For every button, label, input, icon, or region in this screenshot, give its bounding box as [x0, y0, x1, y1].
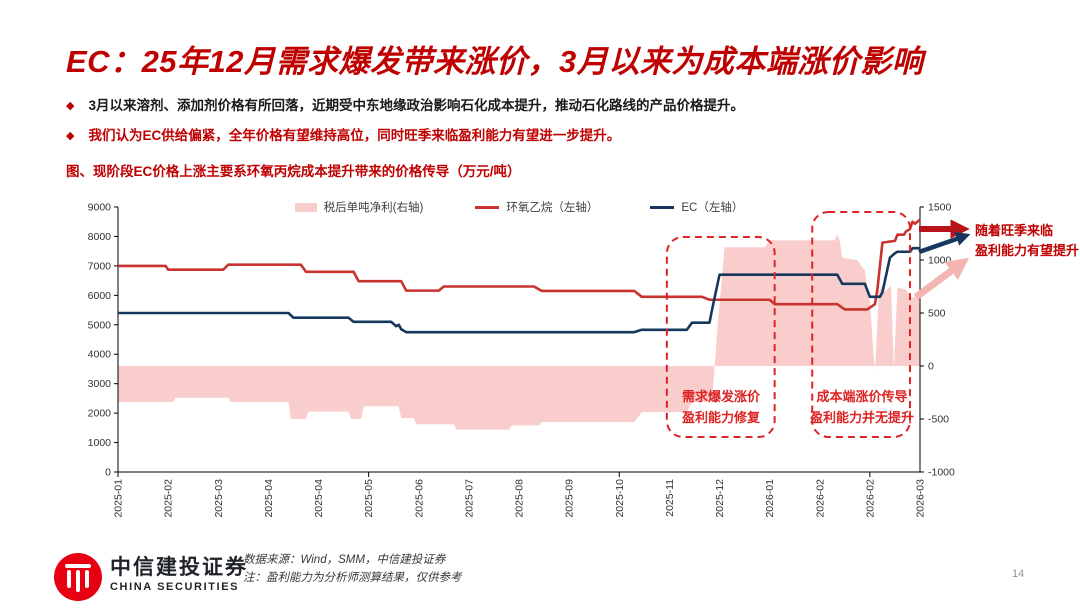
- right-axis-tick-label: 1500: [928, 202, 952, 214]
- data-source-note: 数据来源：Wind，SMM，中信建投证券 注：盈利能力为分析师测算结果，仅供参考: [243, 551, 462, 587]
- annotation-box-2: [811, 211, 911, 438]
- x-axis-tick-label: 2025-02: [163, 479, 175, 518]
- bullet-item: ◆ 我们认为EC供给偏紧，全年价格有望维持高位，同时旺季来临盈利能力有望进一步提…: [66, 127, 744, 145]
- left-axis-tick-label: 5000: [88, 319, 112, 331]
- legend-label: 税后单吨净利(右轴): [323, 202, 424, 214]
- bullet-list: ◆ 3月以来溶剂、添加剂价格有所回落，近期受中东地缘政治影响石化成本提升，推动石…: [66, 97, 744, 157]
- line-swatch-icon: [475, 205, 500, 209]
- line-swatch-icon: [650, 205, 675, 209]
- left-axis-tick-label: 1000: [88, 437, 112, 449]
- blue-arrow: [918, 232, 971, 255]
- left-axis-tick-label: 7000: [88, 260, 112, 272]
- chart-legend: 税后单吨净利(右轴) 环氧乙烷（左轴） EC（左轴）: [118, 199, 920, 215]
- legend-item-eo: 环氧乙烷（左轴）: [475, 199, 598, 215]
- x-axis-tick-label: 2025-03: [213, 479, 225, 518]
- left-axis-tick-label: 3000: [88, 378, 112, 390]
- company-name-cn: 中信建投证券: [110, 556, 248, 579]
- bullet-item: ◆ 3月以来溶剂、添加剂价格有所回落，近期受中东地缘政治影响石化成本提升，推动石…: [66, 97, 744, 115]
- page-number: 14: [1012, 568, 1025, 580]
- left-axis-tick-label: 2000: [88, 408, 112, 420]
- right-axis-tick-label: 0: [928, 361, 934, 373]
- right-axis-tick-label: -1000: [928, 467, 955, 479]
- series-line-0: [118, 218, 921, 311]
- x-axis-tick-label: 2025-05: [363, 479, 375, 518]
- right-axis-tick-label: 1000: [928, 255, 952, 267]
- x-axis-tick-label: 2025-07: [463, 479, 475, 518]
- x-axis-tick-label: 2026-02: [814, 479, 826, 518]
- bullet-text: 我们认为EC供给偏紧，全年价格有望维持高位，同时旺季来临盈利能力有望进一步提升。: [88, 128, 621, 143]
- x-axis-tick-label: 2026-02: [864, 479, 876, 518]
- profit-area: [118, 234, 920, 430]
- source-line: 数据来源：Wind，SMM，中信建投证券: [243, 554, 446, 566]
- company-name: 中信建投证券 CHINA SECURITIES: [110, 556, 248, 594]
- annotation-box-1: [665, 236, 776, 438]
- x-axis-tick-label: 2025-04: [263, 479, 275, 518]
- left-axis-tick-label: 6000: [88, 290, 112, 302]
- diamond-bullet-icon: ◆: [66, 100, 75, 112]
- legend-item-ec: EC（左轴）: [650, 199, 743, 215]
- legend-label: 环氧乙烷（左轴）: [506, 202, 599, 214]
- x-axis-tick-label: 2025-04: [313, 479, 325, 518]
- annotation-box1-label: 需求爆发涨价 盈利能力修复: [681, 389, 760, 425]
- left-axis-tick-label: 4000: [88, 349, 112, 361]
- x-axis-tick-label: 2025-10: [614, 479, 626, 518]
- page-title: EC：25年12月需求爆发带来涨价，3月以来为成本端涨价影响: [66, 44, 924, 79]
- x-axis-tick-label: 2025-09: [564, 479, 576, 518]
- company-name-en: CHINA SECURITIES: [110, 581, 240, 593]
- legend-item-profit: 税后单吨净利(右轴): [294, 199, 424, 215]
- left-axis-tick-label: 8000: [88, 231, 112, 243]
- legend-label: EC（左轴）: [681, 202, 744, 214]
- company-logo-icon: [54, 553, 102, 601]
- area-swatch-icon: [294, 202, 317, 212]
- seasonal-note: 随着旺季来临 盈利能力有望提升: [975, 223, 1080, 258]
- x-axis-tick-label: 2025-01: [113, 479, 125, 518]
- x-axis-tick-label: 2026-03: [915, 479, 927, 518]
- x-axis-tick-label: 2026-01: [764, 479, 776, 518]
- x-axis-tick-label: 2025-11: [664, 479, 676, 517]
- x-axis-tick-label: 2025-08: [514, 479, 526, 518]
- pink-arrow: [913, 257, 970, 300]
- annotation-box2-label: 成本端涨价传导 盈利能力并无提升: [809, 389, 914, 425]
- left-axis-tick-label: 0: [105, 467, 111, 479]
- right-axis-tick-label: 500: [928, 308, 946, 320]
- right-axis-tick-label: -500: [928, 414, 949, 426]
- x-axis-tick-label: 2025-06: [413, 479, 425, 518]
- note-line: 注：盈利能力为分析师测算结果，仅供参考: [243, 572, 462, 584]
- left-axis-tick-label: 9000: [88, 202, 112, 214]
- diamond-bullet-icon: ◆: [66, 130, 75, 142]
- chart-caption: 图、现阶段EC价格上涨主要系环氧丙烷成本提升带来的价格传导（万元/吨）: [66, 164, 521, 179]
- x-axis-tick-label: 2025-12: [714, 479, 726, 518]
- bullet-text: 3月以来溶剂、添加剂价格有所回落，近期受中东地缘政治影响石化成本提升，推动石化路…: [88, 98, 744, 113]
- series-line-1: [118, 246, 920, 334]
